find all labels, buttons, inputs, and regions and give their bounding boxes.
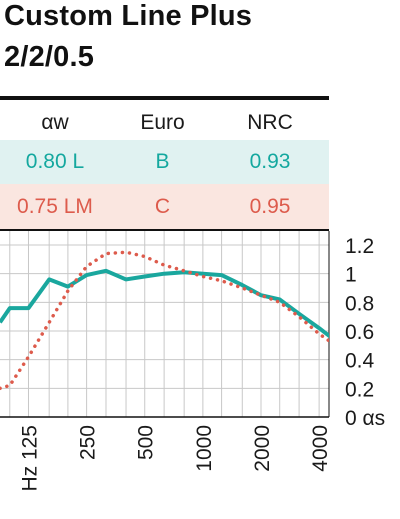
row1-aw: 0.80 L (25, 150, 85, 173)
y-tick-label: 0 αs (345, 407, 385, 430)
header-nrc: NRC (247, 110, 293, 134)
header-aw: αw (41, 110, 69, 134)
top-rule (0, 96, 329, 100)
y-tick-label: 0.6 (345, 321, 374, 344)
title-line-1: Custom Line Plus (4, 0, 253, 32)
x-tick-label: 500 (135, 425, 158, 460)
y-tick-label: 1 (345, 264, 357, 287)
row2-aw: 0.75 LM (17, 194, 93, 218)
x-tick-label: 1000 (193, 425, 216, 472)
chart-top-rule (0, 229, 329, 231)
header-euro: Euro (140, 110, 185, 134)
table-row: 0.75 LM C 0.95 (0, 184, 329, 229)
row1-nrc: 0.93 (249, 150, 291, 173)
y-tick-label: 0.2 (345, 378, 374, 401)
table-header-row: αw Euro NRC (0, 100, 329, 145)
y-tick-label: 1.2 (345, 235, 374, 258)
x-tick-label: 2000 (251, 425, 274, 472)
y-tick-label: 0.8 (345, 292, 374, 315)
row2-euro: C (154, 194, 171, 218)
row1-euro: B (155, 150, 170, 173)
x-tick-label: Hz 125 (18, 425, 41, 492)
table-row: 0.80 L B 0.93 (0, 140, 329, 184)
row2-nrc: 0.95 (249, 194, 291, 218)
title-line-2: 2/2/0.5 (4, 41, 95, 73)
x-tick-label: 250 (77, 425, 100, 460)
x-tick-label: 4000 (309, 425, 332, 472)
series-line-solid (0, 268, 329, 339)
series-line-dotted (0, 250, 329, 391)
y-tick-label: 0.4 (345, 350, 375, 373)
